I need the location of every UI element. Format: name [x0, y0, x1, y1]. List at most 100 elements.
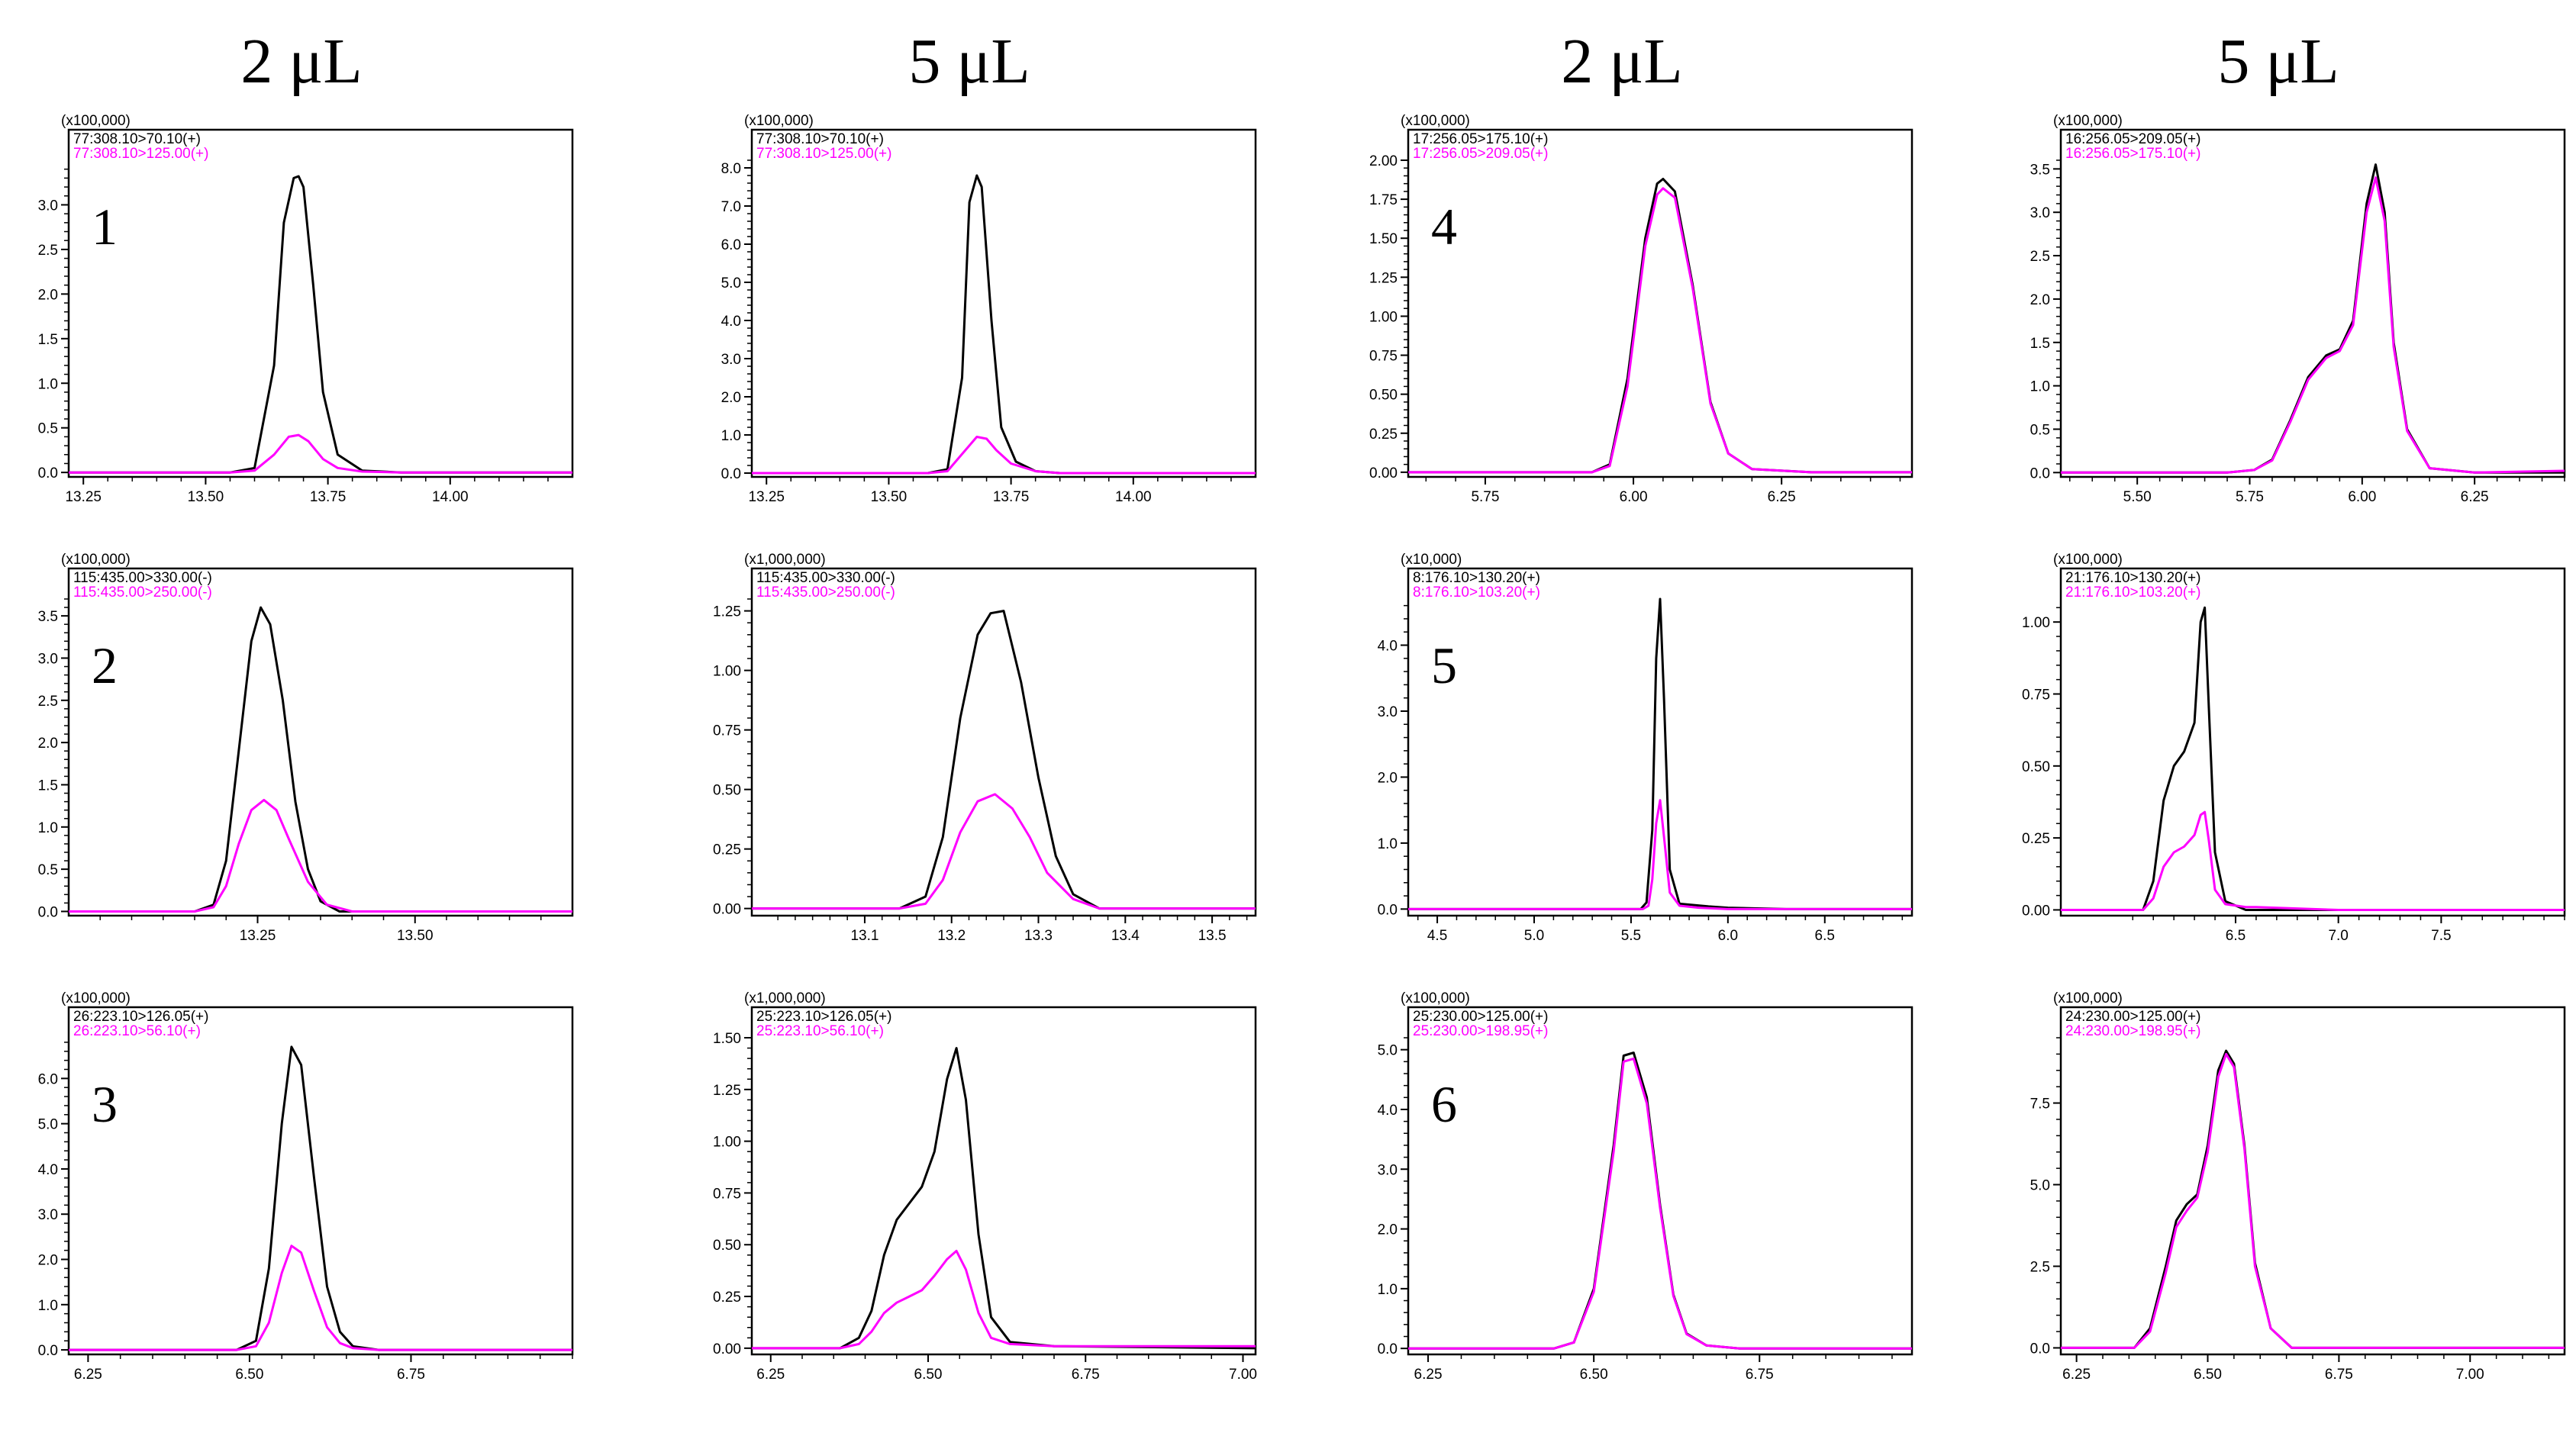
x-tick-label: 6.50: [2194, 1367, 2222, 1383]
trace-black: [2061, 606, 2565, 911]
x-tick-label: 6.5: [1815, 928, 1835, 944]
y-tick-label: 2.0: [38, 1253, 58, 1269]
y-tick-label: 0.50: [1369, 388, 1398, 404]
legend-entry: 16:256.05>175.10(+): [2065, 146, 2201, 162]
chart-panel: (x100,000) 0.00 0.25 0.50 0.75 1.00 6.5 7.0 7.5 2…: [2022, 552, 2566, 944]
x-tick-label: 7.5: [2431, 928, 2451, 944]
y-tick-label: 3.5: [2030, 162, 2050, 178]
column-header-3: 2 μL: [1561, 26, 1682, 97]
legend-entry: 77:308.10>125.00(+): [73, 146, 209, 162]
y-tick-label: 2.0: [38, 287, 58, 303]
column-header-2: 5 μL: [908, 26, 1030, 97]
chromatogram-grid: (x100,000)0.00.51.01.52.02.53.013.25 13.5…: [38, 113, 2566, 1383]
y-tick-label: 1.0: [721, 428, 741, 444]
x-tick-label: 6.75: [2325, 1367, 2353, 1383]
legend-entry: 21:176.10>103.20(+): [2065, 584, 2201, 601]
y-tick-label: 3.0: [38, 198, 58, 214]
legend-entry: 24:230.00>125.00(+): [2065, 1009, 2201, 1025]
y-tick-label: 1.25: [1369, 270, 1398, 286]
panel-number: 1: [92, 198, 118, 256]
panel-number: 4: [1431, 198, 1457, 256]
chart-panel: (x100,000) 0.0 0.5 1.0 1.5 2.0 2.5 3.0 3.5 13.25 1…: [38, 552, 574, 944]
trace-magenta: [752, 436, 1256, 475]
x-tick-label: 13.5: [1198, 928, 1227, 944]
legend-entry: 26:223.10>126.05(+): [73, 1009, 209, 1025]
legend-entry: 115:435.00>250.00(-): [73, 584, 212, 601]
y-tick-label: 4.0: [1378, 1103, 1398, 1119]
y-tick-label: 1.00: [2022, 615, 2050, 631]
x-tick-label: 5.75: [1471, 489, 1499, 505]
trace-magenta: [1408, 1057, 1912, 1350]
y-tick-label: 2.0: [721, 390, 741, 406]
scale-label: (x100,000): [1401, 990, 1470, 1006]
x-tick-label: 13.2: [937, 928, 966, 944]
y-tick-label: 5.0: [721, 275, 741, 291]
trace-black: [752, 610, 1256, 910]
y-tick-label: 0.0: [1378, 1341, 1398, 1357]
y-tick-label: 3.0: [38, 1207, 58, 1223]
y-tick-label: 1.00: [1369, 309, 1398, 325]
y-tick-label: 1.5: [38, 778, 58, 794]
legend-entry: 25:230.00>198.95(+): [1413, 1023, 1549, 1039]
legend-entry: 8:176.10>103.20(+): [1413, 584, 1540, 601]
y-tick-label: 0.0: [721, 466, 741, 482]
y-tick-label: 0.0: [1378, 902, 1398, 918]
scale-label: (x100,000): [61, 113, 131, 129]
x-tick-label: 7.0: [2328, 928, 2348, 944]
trace-magenta: [752, 1249, 1256, 1350]
y-tick-label: 1.5: [2030, 336, 2050, 352]
y-tick-label: 1.75: [1369, 192, 1398, 208]
y-tick-label: 4.0: [721, 314, 741, 330]
y-tick-label: 1.50: [1369, 231, 1398, 247]
legend-entry: 26:223.10>56.10(+): [73, 1023, 201, 1039]
panel-number: 2: [92, 636, 118, 694]
chart-panel: (x1,000,000) 0.00 0.25 0.50 0.75 1.00 1.25 13.1…: [713, 552, 1257, 944]
trace-magenta: [69, 1245, 572, 1351]
chart-panel: (x100,000) 0.0 1.0 2.0 3.0 4.0 5.0 6.25 6.50 6.75…: [1378, 990, 1913, 1383]
panel-number: 6: [1431, 1075, 1457, 1133]
y-tick-label: 1.0: [1378, 1282, 1398, 1298]
y-tick-label: 8.0: [721, 161, 741, 177]
x-tick-label: 6.25: [756, 1367, 785, 1383]
trace-black: [69, 606, 572, 913]
trace-magenta: [2061, 810, 2565, 911]
y-tick-label: 0.5: [38, 862, 58, 878]
legend-entry: 25:223.10>56.10(+): [756, 1023, 884, 1039]
y-tick-label: 1.0: [38, 820, 58, 836]
legend-entry: 77:308.10>70.10(+): [756, 131, 884, 147]
x-tick-label: 5.50: [2123, 489, 2152, 505]
y-tick-label: 2.0: [2030, 292, 2050, 308]
scale-label: (x100,000): [2053, 113, 2123, 129]
y-tick-label: 7.0: [721, 199, 741, 215]
y-tick-label: 3.5: [38, 609, 58, 625]
y-tick-label: 1.0: [2030, 379, 2050, 395]
trace-black: [1408, 178, 1912, 474]
plot-frame: [2059, 128, 2566, 478]
trace-magenta: [69, 798, 572, 913]
panel-number: 5: [1431, 636, 1457, 694]
chart-panel: (x100,000) 0.0 0.5 1.0 1.5 2.0 2.5 3.0 13.25 13.5…: [38, 113, 574, 505]
x-tick-label: 6.5: [2226, 928, 2246, 944]
x-tick-label: 4.5: [1427, 928, 1447, 944]
y-tick-label: 1.50: [713, 1031, 741, 1047]
chart-panel: (x100,000) 0.00 0.25 0.50 0.75 1.00 1.25 1.50 1.…: [1369, 113, 1913, 505]
y-tick-label: 3.0: [721, 352, 741, 368]
plot-frame: [67, 128, 574, 478]
x-tick-label: 14.00: [1115, 489, 1152, 505]
x-tick-label: 7.00: [2456, 1367, 2484, 1383]
x-tick-label: 13.3: [1024, 928, 1053, 944]
y-tick-label: 5.0: [38, 1117, 58, 1133]
y-tick-label: 2.00: [1369, 153, 1398, 169]
y-tick-label: 0.25: [2022, 831, 2050, 847]
plot-frame: [750, 1006, 1257, 1356]
scale-label: (x100,000): [1401, 113, 1470, 129]
legend-entry: 24:230.00>198.95(+): [2065, 1023, 2201, 1039]
legend-entry: 17:256.05>209.05(+): [1413, 146, 1549, 162]
y-tick-label: 4.0: [1378, 639, 1398, 655]
y-tick-label: 2.5: [38, 243, 58, 259]
plot-frame: [2059, 567, 2566, 917]
y-tick-label: 5.0: [1378, 1043, 1398, 1059]
scale-label: (x100,000): [744, 113, 814, 129]
legend-entry: 115:435.00>250.00(-): [756, 584, 895, 601]
